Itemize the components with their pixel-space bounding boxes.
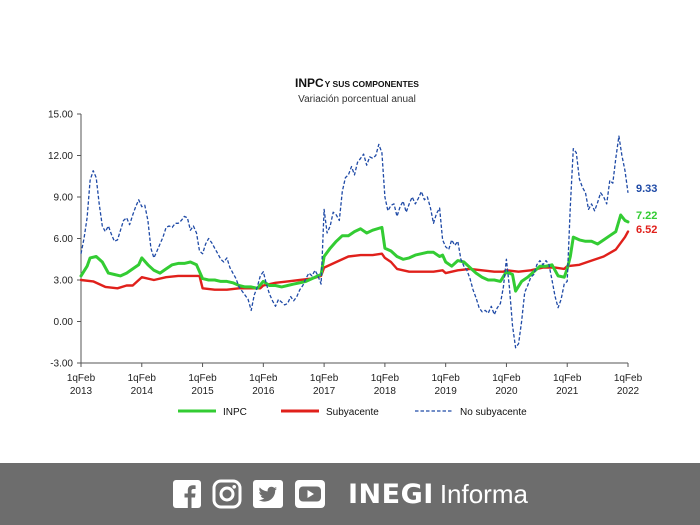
x-tick-label: 1qFeb 2021	[553, 373, 582, 397]
x-tick-label-line2: 2014	[131, 386, 154, 397]
x-tick-label-line2: 2020	[495, 386, 518, 397]
x-tick-label-line2: 2016	[252, 386, 275, 397]
facebook-icon[interactable]	[172, 479, 202, 509]
x-tick-label: 1qFeb 2019	[431, 373, 460, 397]
x-tick-label: 1qFeb 2016	[249, 373, 278, 397]
youtube-icon[interactable]	[294, 479, 326, 509]
social-icons	[172, 479, 326, 509]
brand-light: Informa	[439, 478, 528, 509]
x-tick-label: 1qFeb 2020	[492, 373, 521, 397]
x-tick-label-line2: 2013	[70, 386, 93, 397]
x-tick-label: 1qFeb 2018	[371, 373, 400, 397]
x-tick-label-line1: 1qFeb	[492, 373, 521, 384]
end-value-label: 7.22	[636, 210, 657, 222]
chart: INPCY SUS COMPONENTES Variación porcentu…	[48, 76, 657, 418]
x-tick-label: 1qFeb 2022	[614, 373, 643, 397]
chart-subtitle: Variación porcentual anual	[298, 94, 416, 105]
x-tick-label-line2: 2019	[435, 386, 458, 397]
end-value-label: 9.33	[636, 183, 657, 195]
series-layer	[79, 135, 630, 349]
x-tick-label: 1qFeb 2017	[310, 373, 339, 397]
series-line-subyacente	[79, 230, 630, 291]
legend-label: No subyacente	[460, 407, 527, 418]
end-labels: 7.22 6.52 9.33	[636, 183, 657, 236]
x-tick-label-line1: 1qFeb	[188, 373, 217, 384]
y-tick-label: 3.00	[54, 276, 74, 287]
x-tick-label: 1qFeb 2015	[188, 373, 217, 397]
x-tick-label-line1: 1qFeb	[553, 373, 582, 384]
legend: INPC Subyacente No subyacente	[178, 407, 527, 418]
y-tick-label: 15.00	[48, 110, 73, 121]
end-value-label: 6.52	[636, 224, 657, 236]
x-tick-label-line2: 2018	[374, 386, 397, 397]
x-tick-label-line2: 2017	[313, 386, 336, 397]
series-line-inpc	[79, 213, 630, 293]
x-tick-label: 1qFeb 2013	[67, 373, 96, 397]
brand-strong: INEGI	[348, 478, 434, 510]
instagram-icon[interactable]	[212, 479, 242, 509]
x-tick-label-line1: 1qFeb	[67, 373, 96, 384]
legend-label: Subyacente	[326, 407, 379, 418]
x-tick-label-line1: 1qFeb	[310, 373, 339, 384]
x-tick-label-line1: 1qFeb	[249, 373, 278, 384]
x-tick-label-line1: 1qFeb	[371, 373, 400, 384]
x-tick-label-line1: 1qFeb	[128, 373, 157, 384]
y-tick-label: -3.00	[50, 359, 73, 370]
x-tick-label-line2: 2015	[191, 386, 214, 397]
series-line-no-subyacente	[80, 135, 629, 349]
x-tick-label-line2: 2021	[556, 386, 579, 397]
chart-title: INPCY SUS COMPONENTES	[295, 76, 419, 90]
y-tick-label: 0.00	[54, 317, 74, 328]
legend-label: INPC	[223, 407, 247, 418]
y-tick-label: 6.00	[54, 234, 74, 245]
x-tick-label: 1qFeb 2014	[128, 373, 157, 397]
chart-title-main: INPC	[295, 76, 324, 90]
inegi-informa-logo: INEGI Informa	[348, 479, 528, 510]
y-axis: 15.00 12.00 9.00 6.00 3.00 0.00 -3.00	[48, 110, 82, 370]
x-tick-label-line1: 1qFeb	[614, 373, 643, 384]
y-tick-label: 12.00	[48, 151, 73, 162]
twitter-icon[interactable]	[252, 479, 284, 509]
x-tick-label-line2: 2022	[617, 386, 640, 397]
y-tick-label: 9.00	[54, 193, 74, 204]
chart-title-sub: Y SUS COMPONENTES	[325, 79, 420, 89]
x-tick-label-line1: 1qFeb	[431, 373, 460, 384]
footer-bar: INEGI Informa	[0, 463, 700, 525]
